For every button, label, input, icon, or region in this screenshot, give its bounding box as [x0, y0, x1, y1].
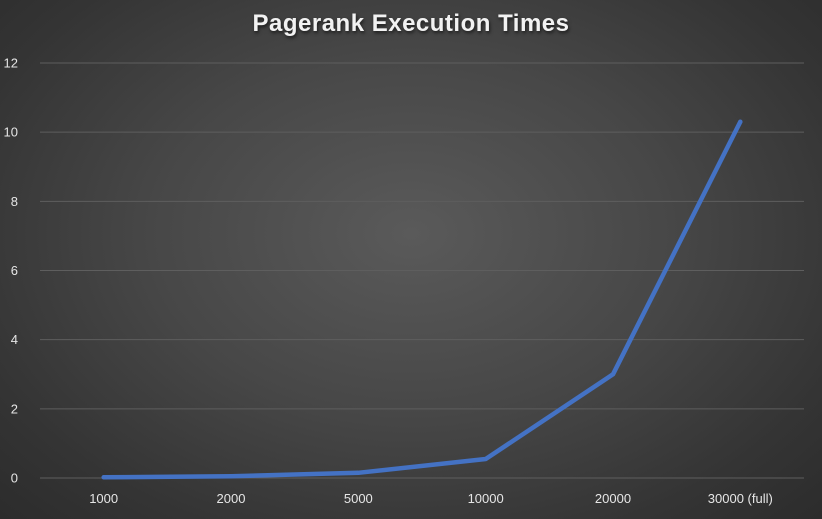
x-tick-label: 10000 [468, 491, 504, 506]
x-tick-label: 5000 [344, 491, 373, 506]
y-tick-label: 4 [11, 332, 18, 347]
data-point [483, 456, 488, 461]
y-tick-label: 2 [11, 401, 18, 416]
data-point [611, 372, 615, 377]
grid-lines [40, 62, 804, 479]
data-point [229, 474, 233, 479]
data-point [356, 470, 361, 475]
data-point [101, 475, 106, 480]
series [101, 119, 743, 480]
x-tick-label: 2000 [217, 491, 246, 506]
data-point [738, 119, 743, 124]
x-tick-label: 1000 [89, 491, 118, 506]
y-tick-label: 12 [4, 56, 18, 71]
x-tick-label: 30000 (full) [708, 491, 773, 506]
y-tick-label: 10 [4, 125, 18, 140]
y-axis: 0 2 4 6 8 10 12 [4, 56, 18, 486]
chart-title: Pagerank Execution Times [252, 10, 570, 37]
y-tick-label: 8 [11, 194, 18, 209]
x-tick-label: 20000 [595, 491, 631, 506]
y-tick-label: 6 [11, 263, 18, 278]
x-axis: 1000 2000 5000 10000 20000 30000 (full) [89, 491, 773, 506]
y-tick-label: 0 [11, 471, 18, 486]
series-line [101, 119, 743, 480]
